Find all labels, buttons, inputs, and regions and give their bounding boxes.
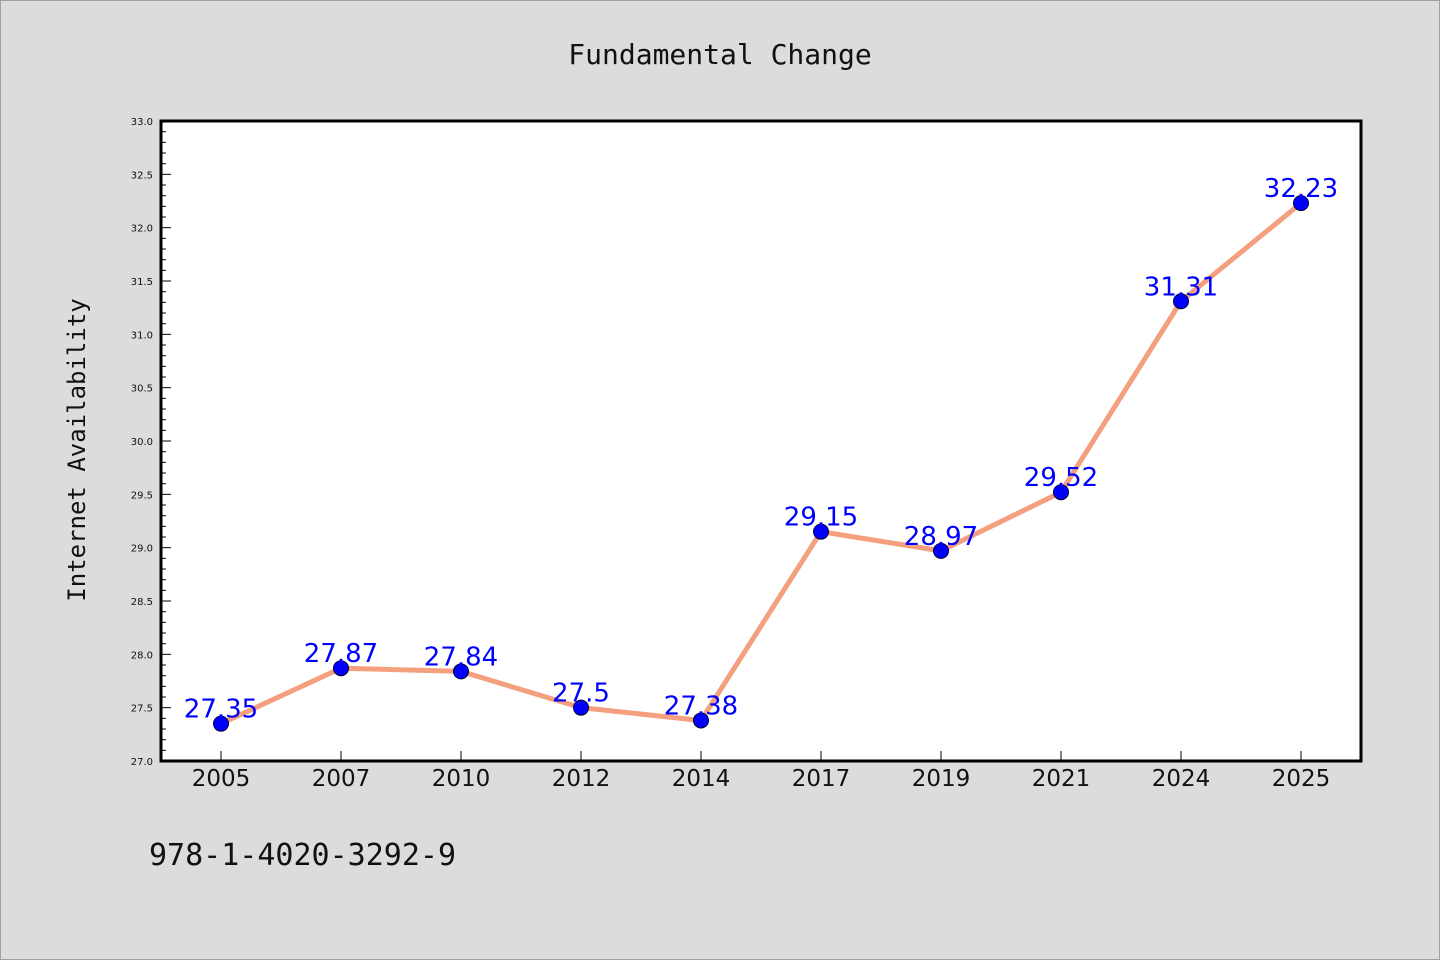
x-tick-label: 2014 — [672, 766, 731, 792]
y-tick-label: 32.0 — [131, 224, 153, 235]
data-point — [933, 542, 949, 559]
footer-code: 978-1-4020-3292-9 — [149, 838, 456, 873]
data-label: 27.84 — [424, 642, 498, 672]
y-tick-label: 29.0 — [131, 544, 153, 555]
data-point — [333, 660, 349, 677]
data-label: 32.23 — [1264, 174, 1338, 204]
y-tick-label: 27.0 — [131, 757, 153, 768]
y-tick-label: 28.5 — [131, 597, 153, 608]
x-tick-label: 2010 — [432, 766, 491, 792]
plot-background — [161, 121, 1361, 761]
x-tick-label: 2019 — [912, 766, 971, 792]
series-line — [218, 200, 1304, 727]
y-tick-label: 29.5 — [131, 490, 153, 501]
data-point — [1173, 293, 1189, 310]
data-label: 27.35 — [184, 695, 258, 725]
data-point — [1053, 484, 1069, 501]
y-tick-label: 28.0 — [131, 650, 153, 661]
data-label: 27.5 — [552, 679, 610, 709]
data-point — [693, 712, 709, 729]
x-tick-label: 2005 — [192, 766, 251, 792]
plot-frame — [159, 119, 1363, 763]
y-axis-label: Internet Availability — [63, 298, 91, 601]
y-tick-label: 30.5 — [131, 384, 153, 395]
x-tick-label: 2025 — [1272, 766, 1331, 792]
data-label: 27.38 — [664, 691, 738, 721]
data-point — [453, 663, 469, 680]
x-tick-label: 2021 — [1032, 766, 1091, 792]
y-tick-label: 32.5 — [131, 170, 153, 181]
x-tick-label: 2017 — [792, 766, 851, 792]
data-label: 31.31 — [1144, 272, 1218, 302]
data-point — [813, 523, 829, 540]
data-label: 28.97 — [904, 522, 978, 552]
y-tick-label: 31.5 — [131, 277, 153, 288]
y-tick-label: 31.0 — [131, 330, 153, 341]
x-tick-label: 2012 — [552, 766, 611, 792]
data-point — [573, 699, 589, 716]
chart-title: Fundamental Change — [568, 38, 871, 71]
data-point — [213, 715, 229, 732]
data-point — [1293, 195, 1309, 212]
x-tick-label: 2007 — [312, 766, 371, 792]
data-label: 27.87 — [304, 639, 378, 669]
data-label: 29.52 — [1024, 463, 1098, 493]
data-label: 29.15 — [784, 503, 858, 533]
y-tick-label: 30.0 — [131, 437, 153, 448]
plot-area: 27.0 27.5 28.0 28.5 29.0 29.5 30.0 30.5 31.0 31.5… — [131, 117, 1363, 792]
y-tick-label: 27.5 — [131, 704, 153, 715]
y-tick-label: 33.0 — [131, 117, 153, 128]
x-tick-label: 2024 — [1152, 766, 1211, 792]
